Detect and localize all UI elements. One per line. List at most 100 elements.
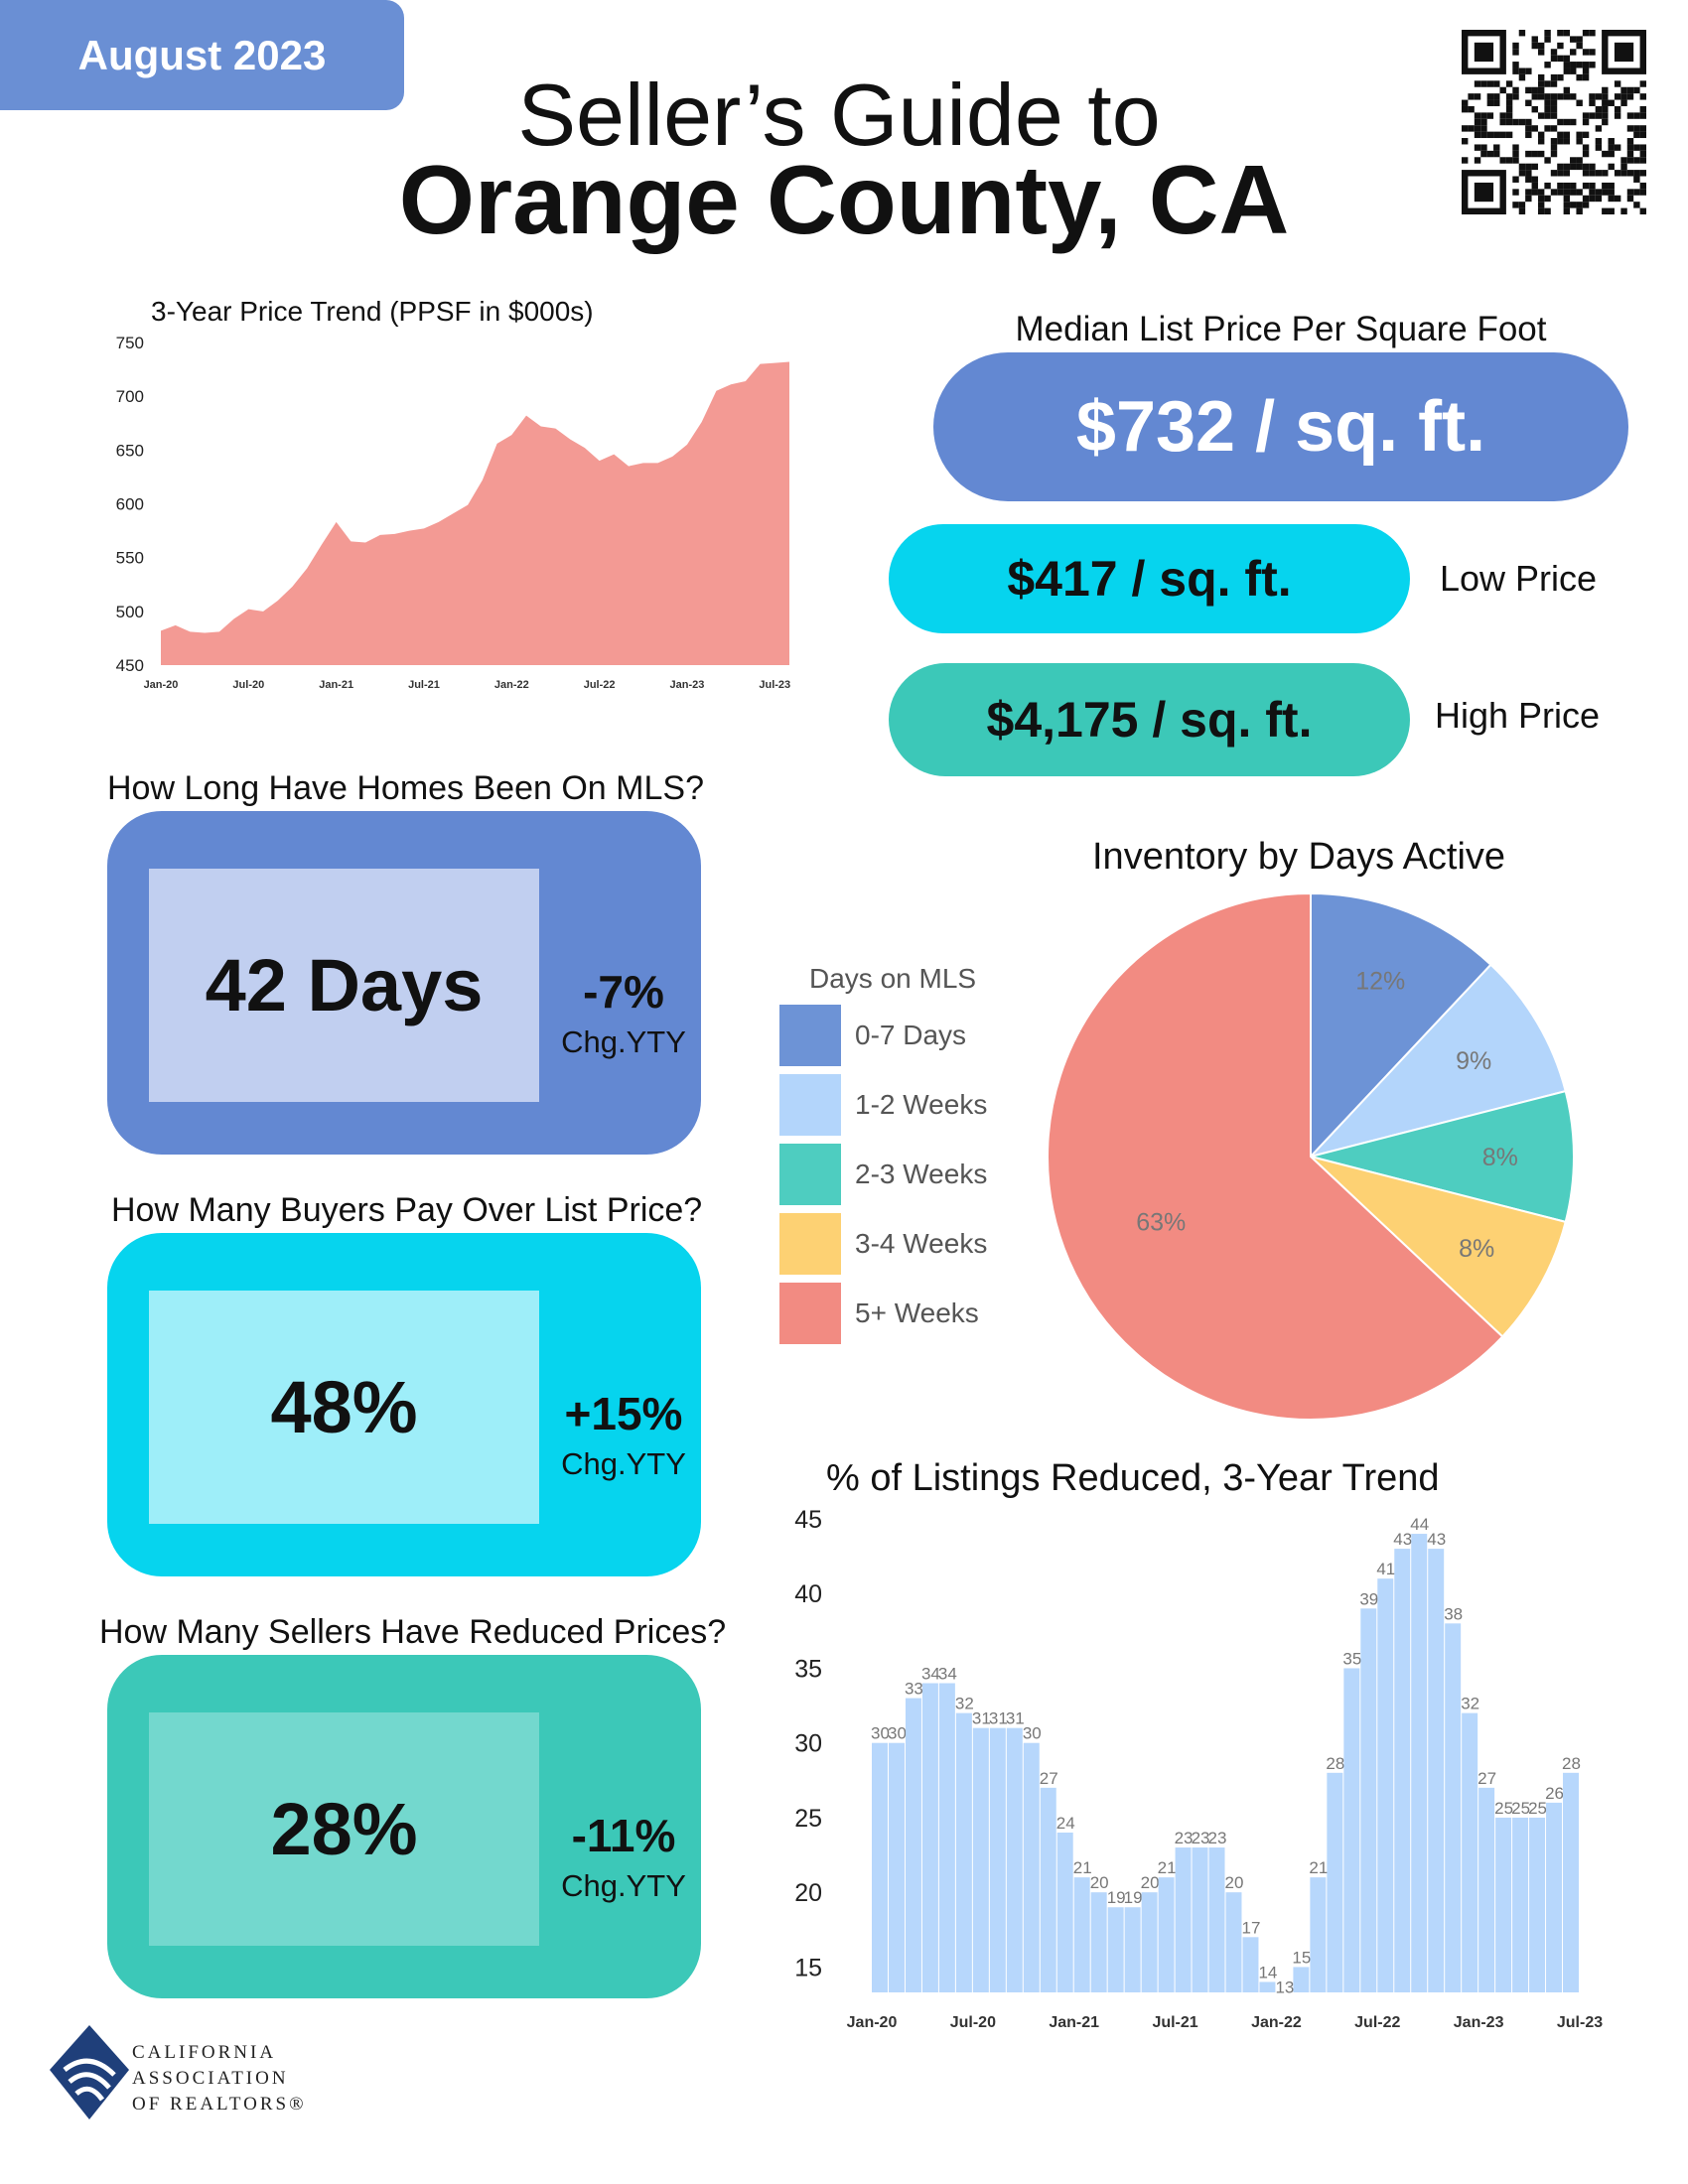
bar-value-label: 20 xyxy=(1141,1873,1160,1892)
bar-value-label: 23 xyxy=(1192,1829,1210,1847)
pie-slice xyxy=(1047,891,1504,1421)
bar xyxy=(1023,1742,1040,1992)
x-tick-label: Jul-20 xyxy=(232,679,264,691)
bar-value-label: 30 xyxy=(871,1724,890,1743)
low-price-label: Low Price xyxy=(1440,558,1598,599)
pie-slice-label: 8% xyxy=(1482,1144,1518,1171)
legend-label: 2-3 Weeks xyxy=(855,1159,988,1189)
bar-value-label: 31 xyxy=(1006,1709,1025,1728)
bar-value-label: 33 xyxy=(905,1680,923,1699)
legend-label: 3-4 Weeks xyxy=(855,1228,988,1259)
y-tick-label: 45 xyxy=(794,1506,822,1534)
legend-label: 0-7 Days xyxy=(855,1020,967,1050)
bar xyxy=(1310,1877,1327,1992)
x-tick-label: Jan-21 xyxy=(319,679,353,691)
listings-reduced-chart: 4540353025201530303334343231313130272421… xyxy=(794,1506,1603,2031)
stat-question-over-list: How Many Buyers Pay Over List Price? xyxy=(111,1191,703,1229)
bar-value-label: 43 xyxy=(1427,1530,1446,1549)
logo-line3: OF REALTORS® xyxy=(132,2094,307,2115)
bar xyxy=(1158,1877,1175,1992)
low-price-pill: $417 / sq. ft. xyxy=(889,524,1410,633)
x-tick-label: Jan-22 xyxy=(1251,2014,1302,2031)
bar-value-label: 28 xyxy=(1326,1754,1344,1773)
bar-value-label: 27 xyxy=(1040,1769,1058,1788)
bar xyxy=(1141,1892,1158,1992)
bar-value-label: 19 xyxy=(1107,1888,1126,1907)
bar xyxy=(1478,1787,1495,1992)
x-tick-label: Jan-23 xyxy=(1454,2014,1504,2031)
bar-value-label: 25 xyxy=(1494,1799,1513,1818)
stat-value: 42 Days xyxy=(149,869,539,1102)
x-tick-label: Jan-20 xyxy=(144,679,179,691)
stat-box-days: 42 Days -7% Chg.YTY xyxy=(107,811,701,1155)
bar xyxy=(1242,1937,1259,1992)
x-tick-label: Jul-21 xyxy=(408,679,440,691)
bar xyxy=(905,1698,921,1992)
bar-value-label: 34 xyxy=(921,1665,940,1684)
bar-value-label: 38 xyxy=(1444,1604,1463,1623)
stat-change: -11% xyxy=(571,1810,676,1861)
bar xyxy=(1192,1847,1208,1992)
bar xyxy=(938,1683,955,1992)
y-tick-label: 700 xyxy=(116,387,144,406)
x-tick-label: Jul-23 xyxy=(759,679,790,691)
bar xyxy=(1563,1772,1579,1992)
bar-value-label: 31 xyxy=(989,1709,1008,1728)
high-price-pill: $4,175 / sq. ft. xyxy=(889,663,1410,776)
bar-value-label: 23 xyxy=(1208,1829,1227,1847)
x-tick-label: Jan-22 xyxy=(494,679,529,691)
pie-slice xyxy=(1310,891,1492,1160)
legend-swatch xyxy=(779,1283,841,1344)
pie-slice-label: 12% xyxy=(1355,968,1405,996)
stat-change: +15% xyxy=(564,1388,683,1439)
legend-swatch xyxy=(779,1213,841,1275)
stat-question-days: How Long Have Homes Been On MLS? xyxy=(107,769,704,807)
legend-label: 5+ Weeks xyxy=(855,1297,979,1328)
bar xyxy=(1293,1967,1310,1992)
bar-value-label: 27 xyxy=(1477,1769,1496,1788)
pie-slice xyxy=(1307,963,1567,1159)
bar xyxy=(1090,1892,1107,1992)
y-tick-label: 30 xyxy=(794,1730,822,1758)
stat-change: -7% xyxy=(583,966,664,1018)
qr-code[interactable] xyxy=(1462,30,1646,214)
y-tick-label: 15 xyxy=(794,1954,822,1981)
bar-value-label: 17 xyxy=(1242,1918,1261,1937)
bar-value-label: 23 xyxy=(1175,1829,1194,1847)
legend-title: Days on MLS xyxy=(809,963,977,994)
legend-item: 1-2 Weeks xyxy=(779,1070,987,1140)
bar-value-label: 26 xyxy=(1545,1784,1564,1803)
bar xyxy=(972,1727,989,1992)
bar-value-label: 28 xyxy=(1562,1754,1581,1773)
legend-swatch xyxy=(779,1144,841,1205)
bar-value-label: 32 xyxy=(955,1695,974,1713)
pie-slice xyxy=(1310,1156,1567,1338)
bar-value-label: 20 xyxy=(1225,1873,1244,1892)
car-logo-text: CALIFORNIA ASSOCIATION OF REALTORS® xyxy=(132,2040,307,2117)
pie-legend: Days on MLS 0-7 Days 1-2 Weeks 2-3 Weeks 3-… xyxy=(779,963,987,1348)
x-tick-label: Jul-22 xyxy=(1354,2014,1400,2031)
car-logo-icon xyxy=(50,2025,129,2119)
stat-change-label: Chg.YTY xyxy=(561,1868,686,1903)
y-tick-label: 35 xyxy=(794,1655,822,1683)
bar xyxy=(1124,1907,1141,1992)
bar xyxy=(1225,1892,1242,1992)
bar-value-label: 21 xyxy=(1073,1858,1092,1877)
median-label: Median List Price Per Square Foot xyxy=(1015,310,1547,348)
bar-value-label: 34 xyxy=(938,1665,957,1684)
legend-item: 2-3 Weeks xyxy=(779,1140,987,1209)
logo-line1: CALIFORNIA xyxy=(132,2042,277,2063)
inventory-pie-chart: 12% 9% 8% 8% 63% xyxy=(1047,891,1576,1421)
bar xyxy=(1394,1549,1411,1992)
bar xyxy=(1445,1623,1462,1992)
bar-chart-title: % of Listings Reduced, 3-Year Trend xyxy=(826,1457,1440,1499)
bar-value-label: 43 xyxy=(1393,1530,1412,1549)
bar xyxy=(1073,1877,1090,1992)
y-tick-label: 750 xyxy=(116,334,144,352)
bar xyxy=(1529,1817,1546,1992)
pie-slice-label: 63% xyxy=(1136,1208,1186,1236)
bar-value-label: 19 xyxy=(1124,1888,1143,1907)
bar xyxy=(888,1742,905,1992)
pie-slice-label: 8% xyxy=(1459,1235,1494,1263)
